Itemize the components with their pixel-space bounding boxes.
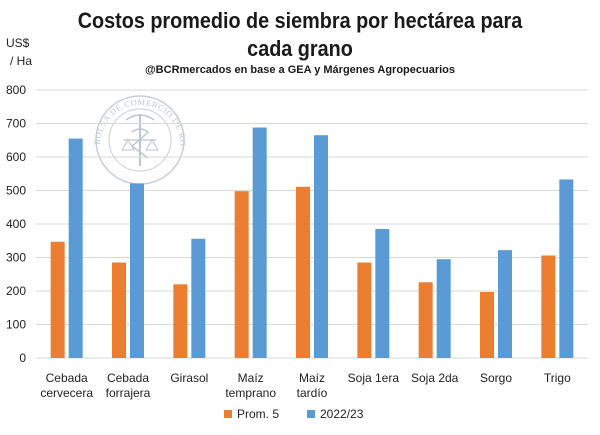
- bar-prom5-4: [296, 186, 310, 358]
- y-axis-ticks: 0 100 200 300 400 500 600 700 800: [6, 83, 26, 365]
- x-category-label-6-0: Soja 2da: [411, 371, 459, 385]
- x-category-label-2-0: Girasol: [170, 371, 208, 385]
- bar-prom5-2: [173, 284, 188, 358]
- y-tick-300: 300: [6, 251, 26, 265]
- bar-2022-23-6: [436, 259, 451, 358]
- bar-prom5-6: [418, 282, 433, 358]
- bar-prom5-8: [541, 255, 556, 358]
- x-category-label-0-0: Cebada: [46, 371, 88, 385]
- y-tick-700: 700: [6, 117, 26, 131]
- bolsa-comercio-rosario-seal: BOLSA DE COMERCIO DE ROSARIO: [0, 0, 188, 185]
- bar-prom5-1: [112, 262, 126, 358]
- bar-2022-23-2: [191, 238, 206, 358]
- y-tick-400: 400: [6, 217, 26, 231]
- x-category-label-4-1: tardío: [297, 386, 328, 400]
- bar-2022-23-1: [130, 183, 144, 358]
- gridlines: [36, 89, 588, 359]
- x-category-label-0-1: cervecera: [40, 386, 93, 400]
- y-tick-600: 600: [6, 150, 26, 164]
- bars: [50, 127, 574, 359]
- chart-title-line-1: Costos promedio de siembra por hectárea …: [77, 8, 523, 33]
- chart-title-line-2: cada grano: [247, 36, 353, 61]
- y-tick-100: 100: [6, 318, 26, 332]
- bar-prom5-7: [480, 292, 494, 358]
- x-category-label-1-1: forrajera: [106, 386, 151, 400]
- legend-swatch-0: [224, 410, 232, 418]
- bar-prom5-0: [50, 241, 65, 358]
- x-category-label-7-0: Sorgo: [480, 371, 512, 385]
- x-category-label-8-0: Trigo: [544, 371, 571, 385]
- bar-prom5-5: [357, 262, 372, 358]
- legend-label-1: 2022/23: [320, 407, 364, 421]
- chart-subtitle: @BCRmercados en base a GEA y Márgenes Ag…: [144, 64, 456, 76]
- y-tick-0: 0: [19, 351, 26, 365]
- bar-2022-23-0: [68, 138, 83, 358]
- y-axis-label-per-ha: / Ha: [10, 54, 33, 68]
- x-category-label-4-0: Maíz: [299, 371, 325, 385]
- x-category-label-3-1: temprano: [225, 386, 276, 400]
- bar-2022-23-3: [252, 127, 267, 359]
- bar-2022-23-7: [498, 250, 512, 358]
- seal-text: BOLSA DE COMERCIO DE ROSARIO: [0, 0, 188, 147]
- bar-2022-23-4: [314, 135, 328, 358]
- x-category-label-5-0: Soja 1era: [348, 371, 400, 385]
- bar-prom5-3: [234, 191, 249, 358]
- legend-swatch-1: [307, 410, 315, 418]
- y-tick-200: 200: [6, 284, 26, 298]
- y-tick-500: 500: [6, 184, 26, 198]
- y-axis-label-unit: US$: [6, 36, 30, 50]
- y-tick-800: 800: [6, 83, 26, 97]
- legend-label-0: Prom. 5: [237, 407, 279, 421]
- legend: Prom. 5 2022/23: [224, 407, 364, 421]
- x-category-label-3-0: Maíz: [238, 371, 264, 385]
- bar-2022-23-5: [375, 229, 390, 358]
- bar-2022-23-8: [559, 179, 574, 358]
- x-category-label-1-0: Cebada: [107, 371, 149, 385]
